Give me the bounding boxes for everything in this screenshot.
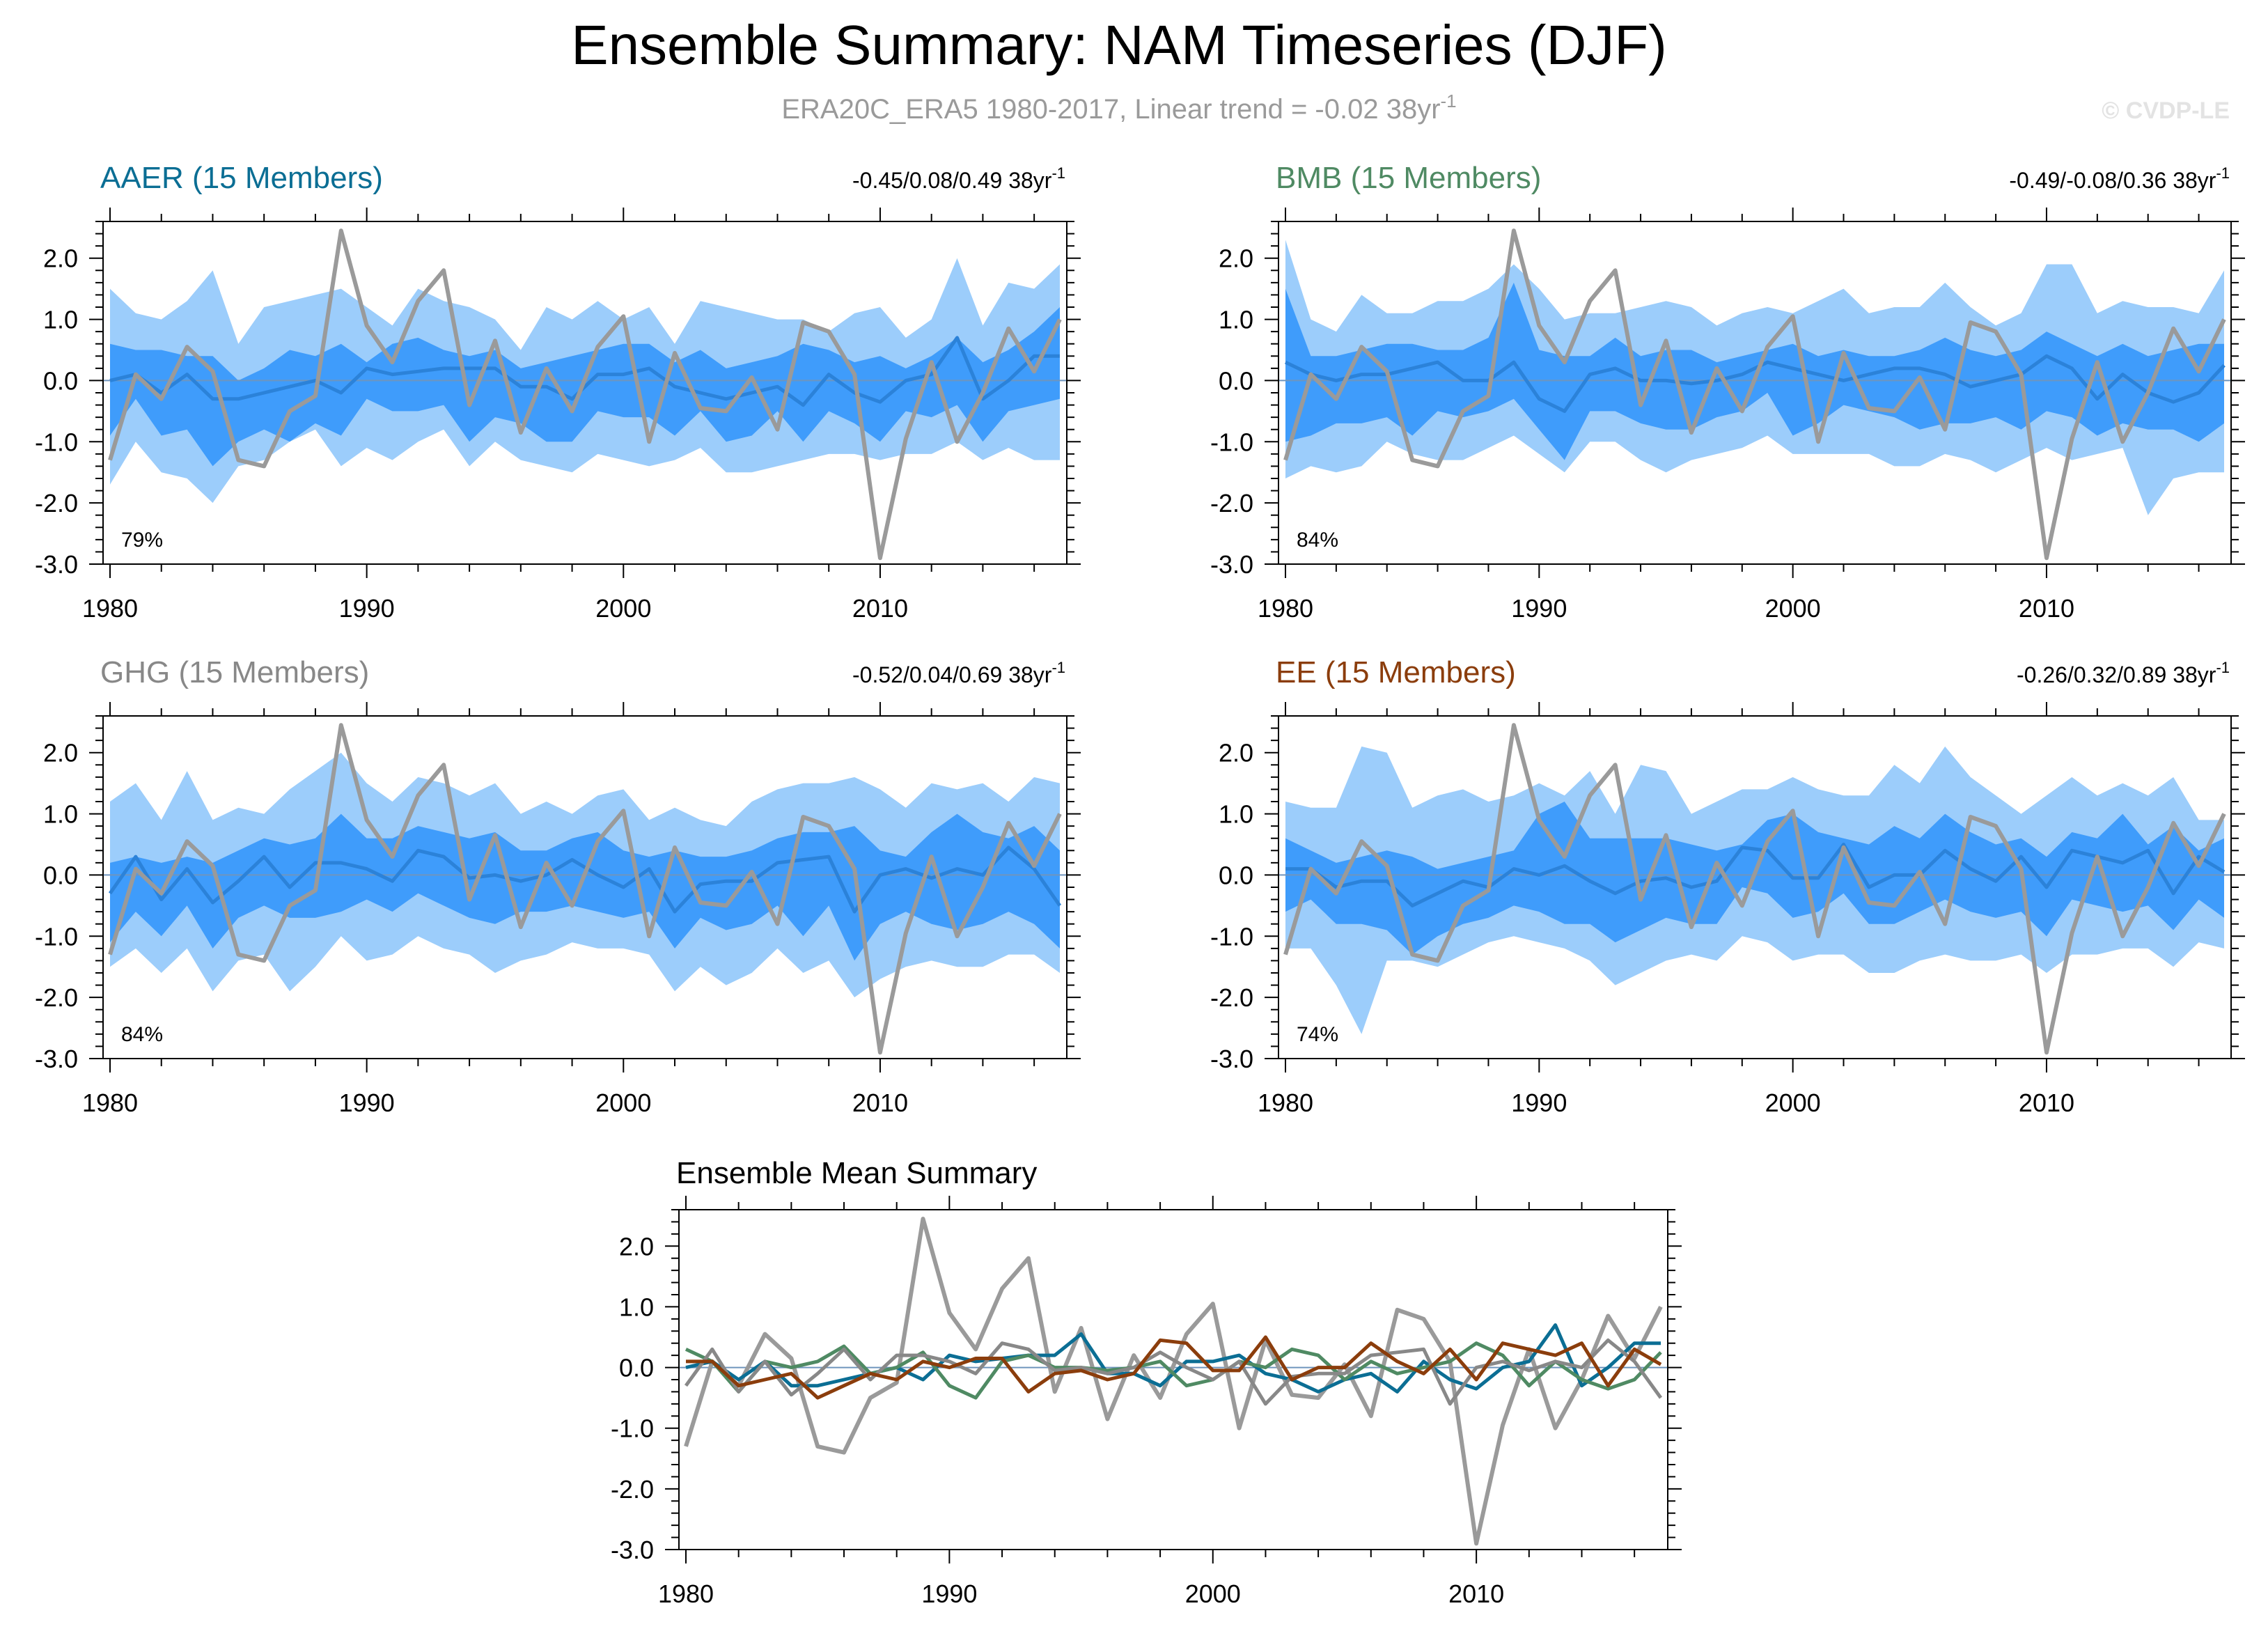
x-tick-label: 2010: [2019, 594, 2074, 623]
ensemble-mean-line: [109, 336, 1060, 407]
y-tick-label: 0.0: [1219, 366, 1253, 395]
x-tick-label: 1990: [339, 1089, 395, 1117]
trend-label-text: -0.45/0.08/0.49 38yr: [852, 168, 1052, 193]
y-tick-label: -1.0: [35, 922, 78, 951]
panel-title: Ensemble Mean Summary: [676, 1156, 1037, 1190]
y-tick-label: 1.0: [619, 1293, 654, 1321]
chart-bmb: -3.0 -2.0 -1.0 0.0 1.0 2.0 1980 1990 2000 2010 BMB…: [1210, 161, 2245, 623]
y-tick-label: -2.0: [611, 1475, 654, 1504]
y-tick-label: 1.0: [43, 800, 78, 829]
observed-line: [1283, 228, 2226, 561]
trend-label-text: -0.49/-0.08/0.36 38yr: [2009, 168, 2216, 193]
x-tick-label: 1990: [1511, 1089, 1567, 1117]
panel-title: GHG (15 Members): [100, 655, 369, 689]
trend-label-superscript: -1: [1051, 164, 1065, 182]
ensemble-mean-line: [1284, 354, 2226, 413]
series-line-ghg: [684, 1338, 1663, 1406]
x-tick-label: 1980: [1258, 1089, 1313, 1117]
x-tick-label: 1980: [82, 594, 138, 623]
ensemble-mean-line: [108, 845, 1062, 914]
y-tick-label: 2.0: [1219, 739, 1253, 767]
y-tick-label: -2.0: [1210, 489, 1253, 517]
y-tick-label: -3.0: [35, 550, 78, 579]
chart-ee: -3.0 -2.0 -1.0 0.0 1.0 2.0 1980 1990 2000 2010 EE …: [1210, 655, 2245, 1117]
y-tick-label: 1.0: [43, 306, 78, 334]
chart-panels: -3.0 -2.0 -1.0 0.0 1.0 2.0 1980 1990 2000 2010 AAE…: [35, 161, 2245, 1608]
trend-label: -0.45/0.08/0.49 38yr-1: [852, 164, 1065, 193]
y-tick-label: 2.0: [43, 739, 78, 767]
x-tick-label: 2010: [852, 1089, 908, 1117]
y-tick-label: 0.0: [43, 861, 78, 889]
x-tick-label: 1980: [658, 1580, 714, 1608]
observed-line: [108, 723, 1062, 1055]
subtitle-superscript: -1: [1441, 91, 1457, 111]
inner-spread-band: [110, 813, 1060, 961]
y-tick-label: -3.0: [1210, 1045, 1253, 1073]
y-tick-label: -1.0: [611, 1414, 654, 1443]
y-tick-label: 2.0: [43, 244, 78, 273]
x-tick-label: 1980: [82, 1089, 138, 1117]
percent-label: 74%: [1297, 1023, 1338, 1046]
observed-line: [108, 228, 1062, 561]
subtitle-text: ERA20C_ERA5 1980-2017, Linear trend = -0…: [781, 94, 1440, 125]
y-tick-label: -3.0: [35, 1045, 78, 1073]
percent-label: 84%: [1297, 529, 1338, 552]
ensemble-mean-line: [1285, 843, 2226, 907]
figure-title: Ensemble Summary: NAM Timeseries (DJF): [571, 14, 1667, 76]
y-tick-label: -3.0: [1210, 550, 1253, 579]
trend-label-superscript: -1: [2216, 659, 2230, 676]
x-tick-label: 2010: [1448, 1580, 1504, 1608]
trend-label-text: -0.26/0.32/0.89 38yr: [2017, 662, 2216, 687]
trend-label-superscript: -1: [2216, 164, 2230, 182]
x-tick-label: 2000: [1765, 594, 1821, 623]
chart-aaer: -3.0 -2.0 -1.0 0.0 1.0 2.0 1980 1990 2000 2010 AAE…: [35, 161, 1081, 623]
y-tick-label: -3.0: [611, 1536, 654, 1564]
y-tick-label: 2.0: [1219, 244, 1253, 273]
y-tick-label: 0.0: [43, 366, 78, 395]
series-line-ee: [686, 1335, 1662, 1400]
chart-ghg: -3.0 -2.0 -1.0 0.0 1.0 2.0 1980 1990 2000 2010 GHG…: [35, 655, 1081, 1117]
trend-label: -0.26/0.32/0.89 38yr-1: [2017, 659, 2230, 687]
y-tick-label: -1.0: [1210, 922, 1253, 951]
trend-label: -0.49/-0.08/0.36 38yr-1: [2009, 164, 2230, 193]
x-tick-label: 2010: [2019, 1089, 2074, 1117]
trend-label-superscript: -1: [1051, 659, 1065, 676]
x-tick-label: 1990: [1511, 594, 1567, 623]
inner-spread-band: [1285, 282, 2224, 460]
panel-title: BMB (15 Members): [1276, 161, 1541, 195]
x-tick-label: 1990: [339, 594, 395, 623]
trend-label: -0.52/0.04/0.69 38yr-1: [852, 659, 1065, 687]
x-tick-label: 1990: [921, 1580, 977, 1608]
percent-label: 84%: [121, 1023, 163, 1046]
percent-label: 79%: [121, 529, 163, 552]
y-tick-label: -2.0: [35, 983, 78, 1012]
y-tick-label: -2.0: [35, 489, 78, 517]
y-tick-label: 1.0: [1219, 306, 1253, 334]
figure-subtitle: ERA20C_ERA5 1980-2017, Linear trend = -0…: [781, 91, 1456, 125]
panel-title: AAER (15 Members): [100, 161, 383, 195]
x-tick-label: 2000: [1765, 1089, 1821, 1117]
y-tick-label: -2.0: [1210, 983, 1253, 1012]
y-tick-label: 2.0: [619, 1232, 654, 1261]
x-tick-label: 2000: [595, 1089, 651, 1117]
series-line-bmb: [685, 1341, 1662, 1400]
y-tick-label: 0.0: [619, 1354, 654, 1382]
y-tick-label: 1.0: [1219, 800, 1253, 829]
y-tick-label: 0.0: [1219, 861, 1253, 889]
chart-ensemble-mean: -3.0 -2.0 -1.0 0.0 1.0 2.0 1980 1990 2000 2010 Ens…: [611, 1156, 1682, 1608]
panel-title: EE (15 Members): [1276, 655, 1516, 689]
x-tick-label: 2010: [852, 594, 908, 623]
x-tick-label: 1980: [1258, 594, 1313, 623]
observed-line: [684, 1217, 1663, 1546]
watermark: © CVDP-LE: [2102, 98, 2230, 124]
x-tick-label: 2000: [1185, 1580, 1241, 1608]
y-tick-label: -1.0: [1210, 428, 1253, 456]
y-tick-label: -1.0: [35, 428, 78, 456]
trend-label-text: -0.52/0.04/0.69 38yr: [852, 662, 1052, 687]
observed-line: [1283, 723, 2226, 1055]
x-tick-label: 2000: [595, 594, 651, 623]
